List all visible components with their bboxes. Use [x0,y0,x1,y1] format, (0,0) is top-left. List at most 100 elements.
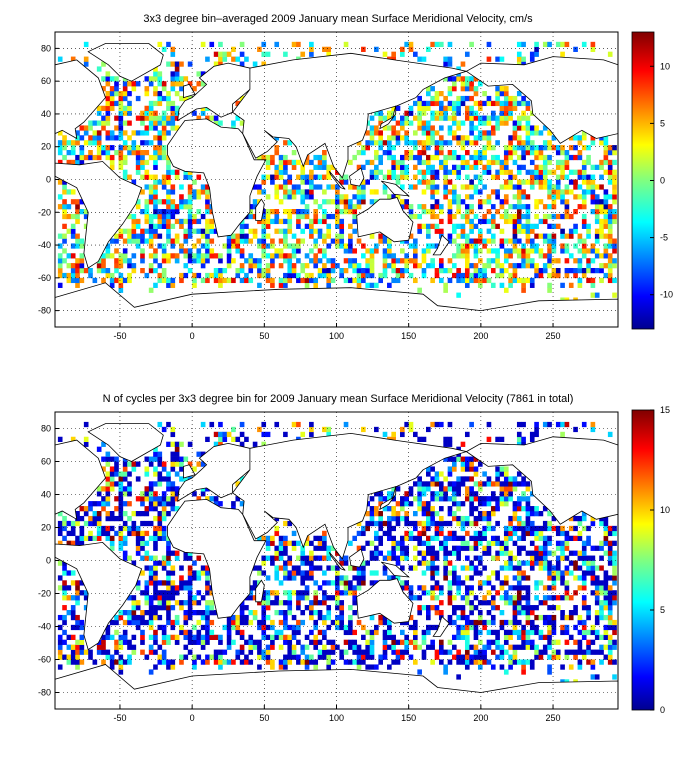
velocity-bin-cell [66,272,72,279]
velocity-bin-cell [317,272,323,279]
velocity-bin-cell [486,135,492,141]
count-bin-cell [603,634,609,640]
velocity-bin-cell [300,199,306,205]
velocity-bin-cell [291,194,297,200]
velocity-bin-cell [529,145,535,151]
count-bin-cell [166,575,171,581]
count-bin-cell [118,644,124,650]
velocity-bin-cell [387,243,392,249]
count-bin-cell [109,486,115,492]
count-bin-cell [157,421,163,428]
count-bin-cell [503,639,509,645]
velocity-bin-cell [464,174,470,180]
velocity-bin-cell [192,110,197,116]
velocity-bin-cell [335,204,340,210]
count-bin-cell [486,525,492,532]
count-bin-cell [62,565,67,571]
count-bin-cell [486,545,492,551]
velocity-bin-cell [512,120,518,126]
velocity-bin-cell [460,184,466,190]
count-bin-cell [586,525,591,532]
count-bin-cell [57,560,63,566]
count-bin-cell [369,496,375,502]
count-bin-cell [157,496,163,502]
velocity-bin-cell [348,159,353,166]
velocity-bin-cell [477,199,483,205]
velocity-bin-cell [265,213,271,220]
velocity-bin-cell [447,209,453,215]
count-bin-cell [560,580,565,586]
count-bin-cell [356,659,362,665]
velocity-bin-cell [274,228,280,234]
count-bin-cell [421,436,427,442]
velocity-bin-cell [291,248,297,254]
velocity-bin-cell [75,199,80,205]
count-bin-cell [477,629,483,636]
velocity-bin-cell [248,277,254,284]
velocity-bin-cell [157,120,163,126]
velocity-bin-cell [213,272,219,279]
count-bin-cell [205,590,210,596]
velocity-bin-cell [451,184,457,190]
velocity-bin-cell [382,115,388,121]
velocity-bin-cell [148,287,154,293]
count-bin-cell [135,619,141,626]
count-bin-cell [101,466,106,472]
count-bin-cell [473,619,479,626]
count-bin-cell [529,491,535,497]
count-bin-cell [270,535,275,541]
count-bin-cell [551,639,557,645]
count-bin-cell [127,486,132,492]
velocity-bin-cell [296,41,301,48]
velocity-bin-cell [270,253,275,259]
count-bin-cell [534,595,539,601]
count-bin-cell [612,575,617,581]
velocity-bin-cell [499,199,505,205]
count-bin-cell [417,530,422,537]
velocity-bin-cell [529,174,535,180]
velocity-bin-cell [594,292,600,298]
count-bin-cell [521,530,526,537]
velocity-bin-cell [599,277,604,284]
count-bin-cell [105,471,111,477]
velocity-bin-cell [343,248,349,254]
velocity-bin-cell [261,174,267,180]
velocity-bin-cell [512,105,518,111]
count-bin-cell [118,614,124,621]
velocity-bin-cell [257,263,262,269]
velocity-bin-cell [361,164,366,170]
velocity-bin-cell [114,150,119,156]
velocity-bin-cell [62,135,67,141]
velocity-bin-cell [157,154,163,161]
count-bin-cell [101,501,106,507]
velocity-bin-cell [183,272,189,279]
count-bin-cell [612,560,617,566]
velocity-bin-cell [464,110,470,116]
velocity-bin-cell [326,258,332,264]
count-bin-cell [161,506,167,512]
velocity-bin-cell [438,110,444,116]
count-bin-cell [300,570,306,576]
count-bin-cell [451,575,457,581]
count-bin-cell [118,634,124,640]
velocity-bin-cell [473,125,479,131]
velocity-bin-cell [239,51,245,57]
count-bin-cell [231,624,236,631]
count-bin-cell [144,511,150,517]
count-bin-cell [525,575,531,581]
velocity-bin-cell [109,272,115,279]
count-bin-cell [612,644,617,650]
velocity-bin-cell [148,238,154,244]
velocity-bin-cell [568,169,574,175]
velocity-bin-cell [101,150,106,156]
velocity-bin-cell [200,228,206,234]
count-bin-cell [451,501,457,507]
velocity-bin-cell [477,228,483,234]
count-bin-cell [300,590,306,596]
count-bin-cell [612,629,617,636]
velocity-bin-cell [408,140,414,146]
velocity-bin-cell [503,184,509,190]
velocity-bin-cell [369,125,375,131]
count-bin-cell [542,644,548,650]
count-bin-cell [196,496,202,502]
